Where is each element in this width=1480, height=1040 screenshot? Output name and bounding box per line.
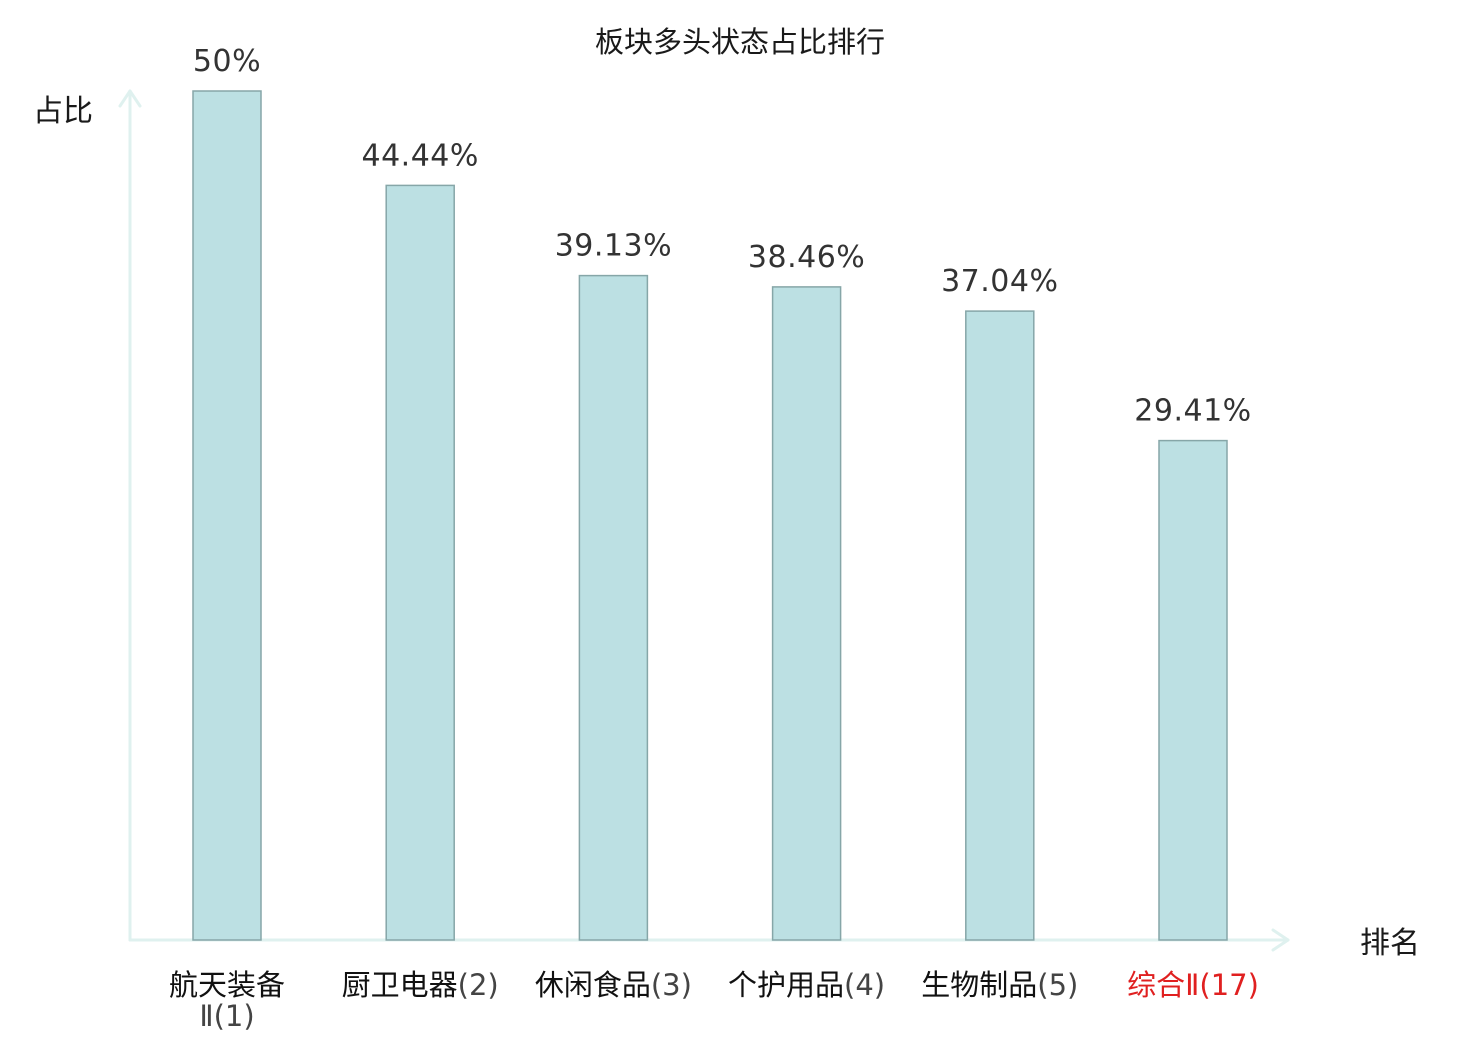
value-label: 39.13% bbox=[555, 229, 672, 264]
bar bbox=[385, 184, 455, 941]
category-label: 航天装备 Ⅱ(1) bbox=[169, 968, 285, 1033]
value-label: 44.44% bbox=[362, 138, 479, 173]
category-name: 生物制品 bbox=[921, 968, 1037, 1002]
bar bbox=[192, 90, 262, 941]
y-axis-label: 占比 bbox=[33, 94, 93, 129]
category-name: 个护用品 bbox=[728, 968, 844, 1002]
x-axis-arrow bbox=[1271, 928, 1290, 952]
category-rank: (3) bbox=[651, 968, 692, 1002]
category-label: 休闲食品(3) bbox=[535, 968, 692, 1002]
category-rank: (2) bbox=[458, 968, 499, 1002]
category-label: 综合Ⅱ(17) bbox=[1127, 968, 1259, 1002]
category-label: 厨卫电器(2) bbox=[342, 968, 499, 1002]
category-rank: (4) bbox=[844, 968, 885, 1002]
category-name: 综合Ⅱ bbox=[1127, 968, 1199, 1002]
bar bbox=[965, 310, 1035, 941]
category-labels: 航天装备 Ⅱ(1)厨卫电器(2) 休闲食品(3) 个护用品(4) 生物制品(5) 综合Ⅱ(… bbox=[169, 968, 1259, 1033]
value-label: 38.46% bbox=[748, 240, 865, 275]
category-label: 个护用品(4) bbox=[728, 968, 885, 1002]
value-label: 50% bbox=[193, 44, 261, 79]
bar bbox=[1158, 439, 1228, 941]
axes bbox=[118, 89, 1290, 952]
chart-title: 板块多头状态占比排行 bbox=[595, 25, 885, 59]
category-label: 生物制品(5) bbox=[921, 968, 1078, 1002]
category-name: 休闲食品 bbox=[535, 968, 651, 1002]
value-label: 29.41% bbox=[1134, 394, 1251, 429]
category-rank: (1) bbox=[214, 999, 255, 1033]
value-labels: 50% 44.44% 39.13% 38.46% 37.04% 29.41% bbox=[193, 44, 1251, 429]
category-rank: (5) bbox=[1037, 968, 1078, 1002]
category-name: 航天装备 bbox=[169, 968, 285, 1002]
bars bbox=[192, 90, 1228, 941]
value-label: 37.04% bbox=[941, 264, 1058, 299]
bar bbox=[578, 274, 649, 941]
x-axis-label: 排名 bbox=[1360, 926, 1420, 961]
y-axis-arrow bbox=[118, 89, 142, 108]
category-name-tail: Ⅱ bbox=[199, 999, 213, 1033]
category-name: 厨卫电器 bbox=[342, 968, 458, 1002]
category-rank: (17) bbox=[1199, 968, 1259, 1002]
bar bbox=[771, 286, 842, 941]
